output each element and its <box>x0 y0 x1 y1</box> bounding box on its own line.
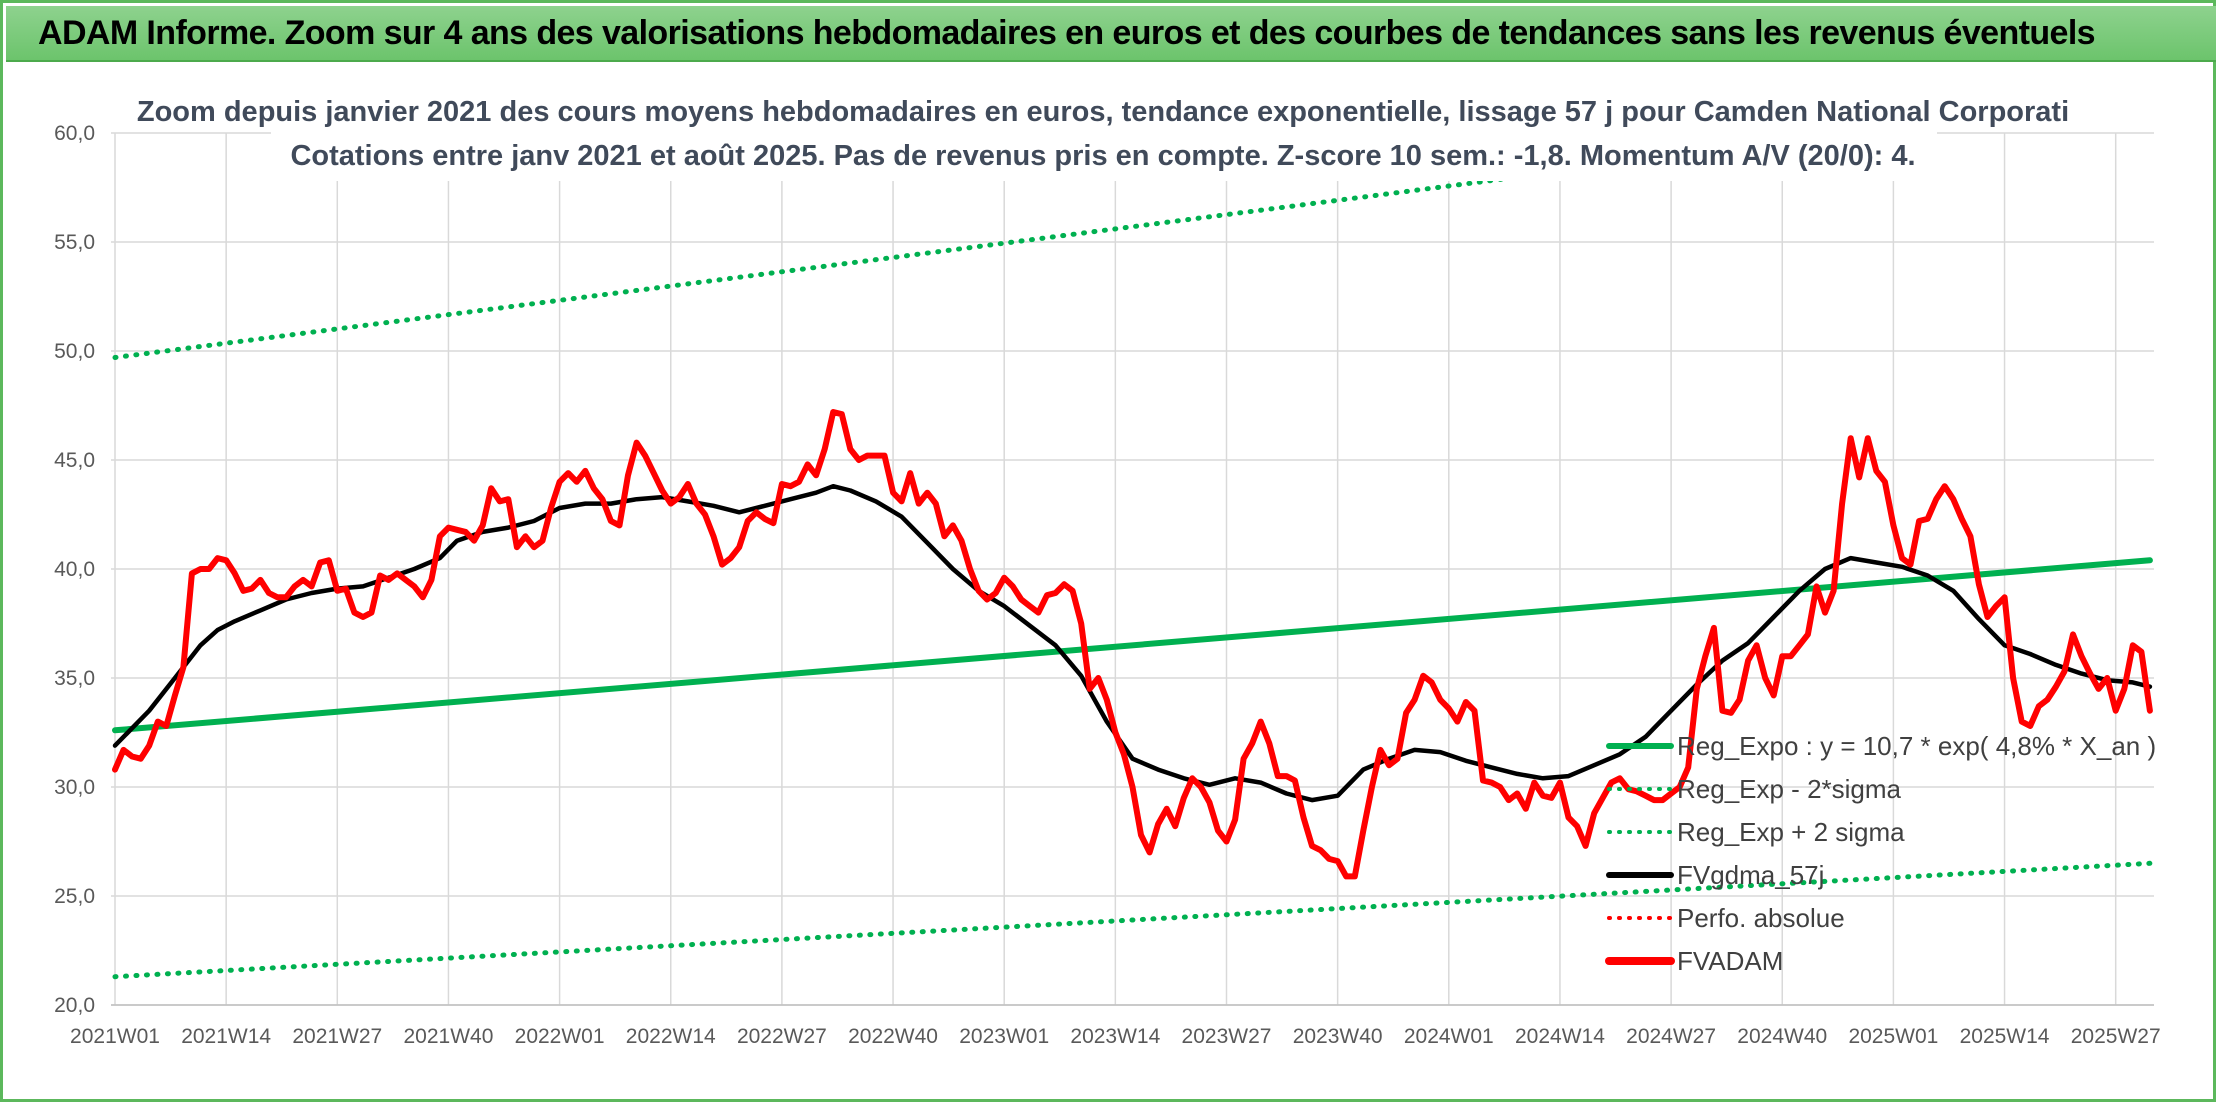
y-tick-label: 30,0 <box>54 776 95 799</box>
x-tick-label: 2025W27 <box>2071 1025 2161 1048</box>
x-tick-label: 2024W14 <box>1515 1025 1605 1048</box>
legend-label: Reg_Exp - 2*sigma <box>1677 774 1902 804</box>
chart-title: Zoom depuis janvier 2021 des cours moyen… <box>137 96 2069 128</box>
x-tick-label: 2022W40 <box>848 1025 938 1048</box>
y-tick-label: 55,0 <box>54 231 95 254</box>
x-tick-label: 2023W14 <box>1070 1025 1160 1048</box>
x-tick-label: 2021W27 <box>292 1025 382 1048</box>
x-axis-ticks: 2021W01 2021W14 2021W27 2021W40 2022W01 2022W… <box>70 1025 2161 1048</box>
legend: Reg_Expo : y = 10,7 * exp( 4,8% * X_an )… <box>1605 731 2156 976</box>
y-tick-label: 25,0 <box>54 885 95 908</box>
legend-label: FVgdma_57j <box>1677 860 1824 890</box>
price-trend-chart: 20,0 25,0 30,0 35,0 40,0 45,0 50,0 55,0 60,0 202… <box>54 81 2161 1048</box>
grid-lines <box>111 132 2154 1006</box>
x-tick-label: 2022W14 <box>626 1025 716 1048</box>
reg-expo-line <box>112 557 2153 734</box>
x-tick-label: 2024W40 <box>1737 1025 1827 1048</box>
report-banner: ADAM Informe. Zoom sur 4 ans des valoris… <box>6 6 2216 62</box>
legend-label: Reg_Expo : y = 10,7 * exp( 4,8% * X_an ) <box>1677 731 2156 761</box>
x-tick-label: 2022W27 <box>737 1025 827 1048</box>
y-axis-ticks: 20,0 25,0 30,0 35,0 40,0 45,0 50,0 55,0 60,0 <box>54 122 95 1017</box>
x-tick-label: 2024W01 <box>1404 1025 1494 1048</box>
y-tick-label: 60,0 <box>54 122 95 145</box>
y-tick-label: 45,0 <box>54 449 95 472</box>
title-backdrop <box>271 81 1937 181</box>
y-tick-label: 35,0 <box>54 667 95 690</box>
x-tick-label: 2021W40 <box>403 1025 493 1048</box>
x-tick-label: 2021W14 <box>181 1025 271 1048</box>
x-tick-label: 2023W40 <box>1293 1025 1383 1048</box>
x-tick-label: 2023W01 <box>959 1025 1049 1048</box>
x-tick-label: 2021W01 <box>70 1025 160 1048</box>
x-tick-label: 2023W27 <box>1182 1025 1272 1048</box>
x-tick-label: 2025W01 <box>1848 1025 1938 1048</box>
y-tick-label: 20,0 <box>54 994 95 1017</box>
report-title: ADAM Informe. Zoom sur 4 ans des valoris… <box>38 14 2096 52</box>
legend-label: FVADAM <box>1677 946 1783 976</box>
reg-minus-2sigma-line <box>112 860 2153 980</box>
x-tick-label: 2024W27 <box>1626 1025 1716 1048</box>
x-tick-label: 2022W01 <box>515 1025 605 1048</box>
x-tick-label: 2025W14 <box>1960 1025 2050 1048</box>
chart-subtitle: Cotations entre janv 2021 et août 2025. … <box>290 140 1915 172</box>
legend-label: Perfo. absolue <box>1677 903 1845 933</box>
y-tick-label: 50,0 <box>54 340 95 363</box>
fvadam-line <box>112 409 2153 880</box>
legend-label: Reg_Exp + 2 sigma <box>1677 817 1905 847</box>
y-tick-label: 40,0 <box>54 558 95 581</box>
